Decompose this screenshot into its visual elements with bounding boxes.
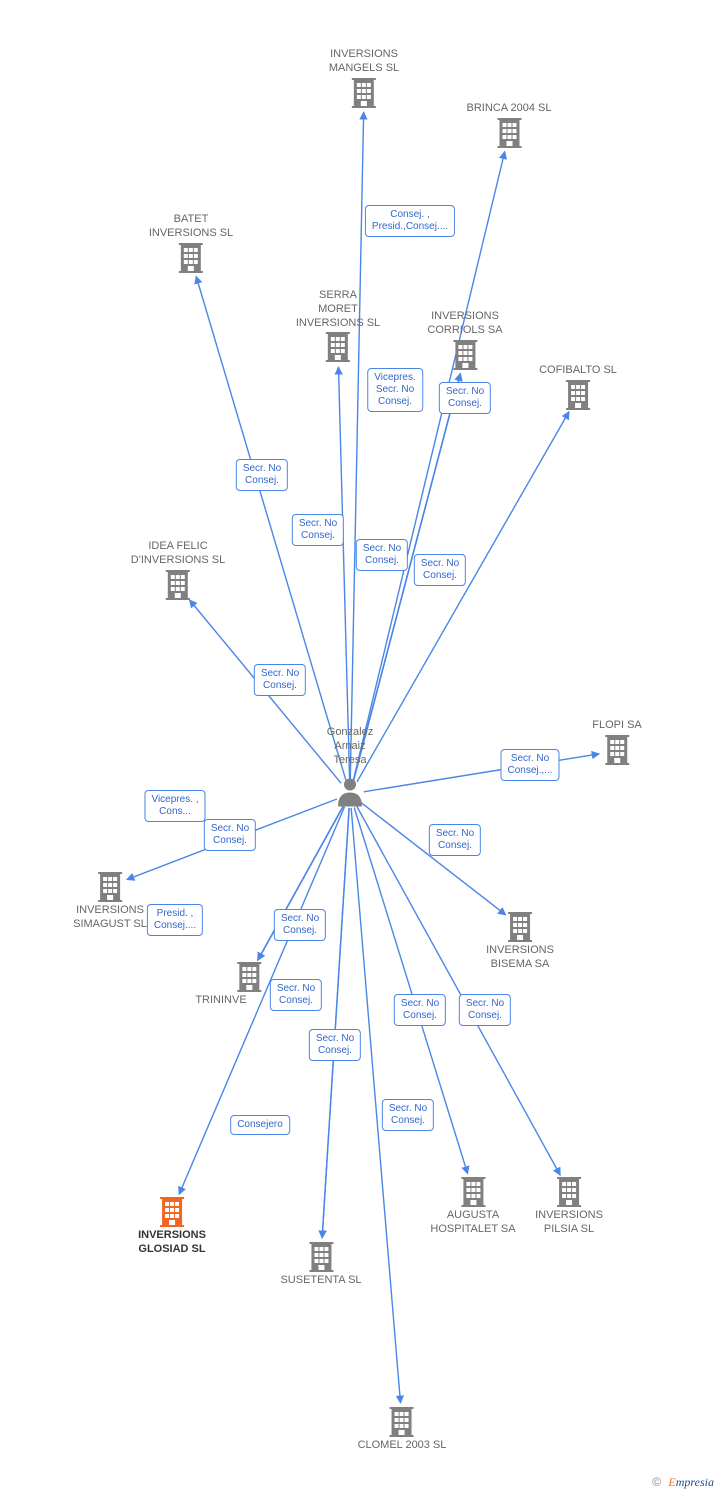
edge-label: Secr. NoConsej. xyxy=(292,514,344,546)
company-node[interactable]: INVERSIONSPILSIA SL xyxy=(535,1175,603,1237)
company-label: TRININVE xyxy=(195,994,246,1008)
company-label: BRINCA 2004 SL xyxy=(467,102,552,116)
edge-line xyxy=(350,112,363,780)
edge-label: Secr. NoConsej. xyxy=(414,554,466,586)
building-icon xyxy=(603,733,631,765)
company-node[interactable]: INVERSIONSBISEMA SA xyxy=(486,910,554,972)
building-icon xyxy=(451,338,479,370)
company-node[interactable]: INVERSIONSMANGELS SL xyxy=(329,46,399,108)
copyright: © Empresia xyxy=(652,1475,714,1490)
company-label: SUSETENTA SL xyxy=(280,1274,361,1288)
building-icon xyxy=(307,1240,335,1272)
edge-label: Secr. NoConsej. xyxy=(274,909,326,941)
company-label: INVERSIONSBISEMA SA xyxy=(486,944,554,972)
edge-line xyxy=(364,754,599,792)
company-label: INVERSIONSPILSIA SL xyxy=(535,1209,603,1237)
edge-line xyxy=(353,151,505,780)
company-label: INVERSIONSMANGELS SL xyxy=(329,48,399,76)
edge-label: Secr. NoConsej.,... xyxy=(500,749,559,781)
company-label: FLOPI SA xyxy=(592,719,642,733)
edge-label: Secr. NoConsej. xyxy=(394,994,446,1026)
company-node[interactable]: FLOPI SA xyxy=(592,717,642,765)
edge-label: Secr. NoConsej. xyxy=(236,459,288,491)
brand-rest: mpresia xyxy=(676,1475,714,1489)
edge-label: Consejero xyxy=(230,1115,290,1135)
building-icon xyxy=(164,568,192,600)
edge-label: Vicepres. ,Cons... xyxy=(144,790,205,822)
building-icon xyxy=(506,910,534,942)
company-node[interactable]: INVERSIONSSIMAGUST SL xyxy=(73,870,147,932)
edge-label: Secr. NoConsej. xyxy=(459,994,511,1026)
company-node[interactable]: INVERSIONSGLOSIAD SL xyxy=(138,1195,206,1257)
company-label: IDEA FELICD'INVERSIONS SL xyxy=(131,540,225,568)
building-icon xyxy=(158,1195,186,1227)
building-icon xyxy=(564,378,592,410)
company-label: AUGUSTAHOSPITALET SA xyxy=(430,1209,515,1237)
company-node[interactable]: IDEA FELICD'INVERSIONS SL xyxy=(131,538,225,600)
edge-line xyxy=(322,808,349,1238)
brand-first: E xyxy=(668,1475,675,1489)
company-node[interactable]: CLOMEL 2003 SL xyxy=(358,1405,447,1453)
company-node[interactable]: COFIBALTO SL xyxy=(539,362,617,410)
edge-label: Consej. ,Presid.,Consej.... xyxy=(365,205,455,237)
building-icon xyxy=(459,1175,487,1207)
company-label: SERRAMORETINVERSIONS SL xyxy=(296,289,380,330)
edge-label: Secr. NoConsej. xyxy=(254,664,306,696)
building-icon xyxy=(495,116,523,148)
edge-label: Secr. NoConsej. xyxy=(204,819,256,851)
company-label: CLOMEL 2003 SL xyxy=(358,1439,447,1453)
edge-label: Secr. NoConsej. xyxy=(270,979,322,1011)
company-node[interactable]: INVERSIONSCORRIOLS SA xyxy=(427,308,502,370)
edge-label: Presid. ,Consej.... xyxy=(147,904,203,936)
building-icon xyxy=(96,870,124,902)
center-person-icon xyxy=(336,777,364,812)
building-icon xyxy=(177,241,205,273)
company-node[interactable]: BATETINVERSIONS SL xyxy=(149,211,233,273)
company-label: INVERSIONSGLOSIAD SL xyxy=(138,1229,206,1257)
company-node[interactable]: SUSETENTA SL xyxy=(280,1240,361,1288)
building-icon xyxy=(350,76,378,108)
copyright-symbol: © xyxy=(652,1475,661,1489)
edge-line xyxy=(357,412,569,782)
company-node[interactable]: BRINCA 2004 SL xyxy=(467,100,552,148)
center-person-label: GonzalezArnaizTeresa xyxy=(327,726,373,767)
building-icon xyxy=(388,1405,416,1437)
edge-label: Secr. NoConsej. xyxy=(356,539,408,571)
company-label: INVERSIONSCORRIOLS SA xyxy=(427,310,502,338)
company-node[interactable]: AUGUSTAHOSPITALET SA xyxy=(430,1175,515,1237)
edge-label: Vicepres.Secr. NoConsej. xyxy=(367,368,423,412)
edge-label: Secr. NoConsej. xyxy=(429,824,481,856)
company-node[interactable]: TRININVE xyxy=(223,960,274,1008)
company-label: INVERSIONSSIMAGUST SL xyxy=(73,904,147,932)
building-icon xyxy=(324,330,352,362)
edge-line xyxy=(338,367,349,780)
company-node[interactable]: SERRAMORETINVERSIONS SL xyxy=(296,287,380,362)
edge-label: Secr. NoConsej. xyxy=(382,1099,434,1131)
company-label: BATETINVERSIONS SL xyxy=(149,213,233,241)
building-icon xyxy=(235,960,263,992)
edge-label: Secr. NoConsej. xyxy=(309,1029,361,1061)
building-icon xyxy=(555,1175,583,1207)
edge-label: Secr. NoConsej. xyxy=(439,382,491,414)
company-label: COFIBALTO SL xyxy=(539,364,617,378)
